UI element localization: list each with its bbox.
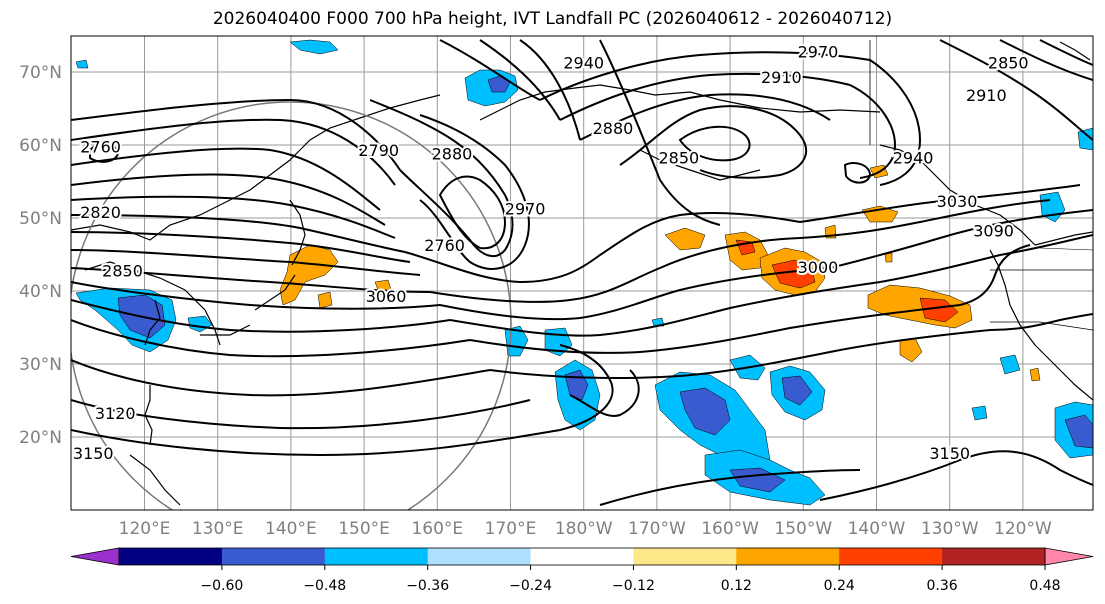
colorbar-tick-label: −0.36 (406, 578, 449, 594)
longitude-label: 140°W (848, 519, 906, 539)
contour-label: 3090 (973, 221, 1014, 240)
contour-label: 3120 (95, 404, 136, 423)
contour-label: 3150 (929, 444, 970, 463)
contour-label: 2910 (966, 86, 1007, 105)
colorbar-ticks: −0.60 −0.48 −0.36 −0.24 −0.12 0.12 0.24 0.36 0.4… (200, 565, 1061, 594)
colorbar-segment (633, 548, 737, 565)
colorbar-tick-label: 0.12 (721, 578, 752, 594)
contour-label: 3150 (73, 444, 114, 463)
colorbar-tick-label: 0.24 (824, 578, 855, 594)
contour-label: 2850 (102, 261, 143, 280)
colorbar-tick-label: −0.12 (612, 578, 655, 594)
map-frame (70, 35, 1094, 511)
contour-label: 2790 (358, 141, 399, 160)
contour-label: 2820 (80, 203, 121, 222)
colorbar-tick-label: 0.36 (927, 578, 958, 594)
colorbar-extend-high (1044, 547, 1094, 566)
colorbar-segment (119, 548, 223, 565)
latitude-label: 60°N (19, 136, 62, 156)
longitude-labels: 120°E 130°E 140°E 150°E 160°E 170°E 180°W 170°W… (119, 519, 1052, 539)
colorbar-segment (427, 548, 532, 565)
contour-label: 2850 (659, 148, 700, 167)
longitude-label: 120°E (119, 519, 171, 539)
colorbar-segment (839, 548, 943, 565)
longitude-label: 160°E (411, 519, 463, 539)
longitude-label: 130°E (192, 519, 244, 539)
latitude-label: 70°N (19, 63, 62, 83)
contour-label: 2910 (761, 68, 802, 87)
longitude-label: 160°W (701, 519, 759, 539)
coastlines (71, 40, 1093, 506)
colorbar-tick-label: 0.48 (1029, 578, 1060, 594)
contour-label: 2880 (432, 145, 473, 164)
longitude-label: 150°W (774, 519, 832, 539)
contour-label: 2850 (988, 53, 1029, 72)
contour-label: 3060 (366, 287, 407, 306)
contour-label: 2940 (893, 148, 934, 167)
contour-label: 2880 (593, 119, 634, 138)
latitude-label: 50°N (19, 209, 62, 229)
longitude-label: 140°E (265, 519, 317, 539)
contour-label: 2970 (798, 42, 839, 61)
latitude-label: 30°N (19, 355, 62, 375)
colorbar-segment (942, 548, 1046, 565)
latitude-label: 20°N (19, 428, 62, 448)
contour-label: 2940 (563, 53, 604, 72)
latitude-label: 40°N (19, 282, 62, 302)
plot-title: 2026040400 F000 700 hPa height, IVT Land… (212, 9, 893, 29)
contour-label: 2970 (505, 199, 546, 218)
reference-circle (71, 101, 512, 510)
contour-labels: 2760 2790 2820 2850 2880 2760 2970 3060 3120 3150… (71, 40, 1031, 464)
longitude-label: 150°E (338, 519, 390, 539)
longitude-label: 180°W (555, 519, 613, 539)
map-area: 2760 2790 2820 2850 2880 2760 2970 3060 3120 3150… (71, 36, 1093, 510)
longitude-label: 170°E (485, 519, 537, 539)
colorbar-segment (324, 548, 429, 565)
contour-label: 2760 (424, 236, 465, 255)
colorbar-tick-label: −0.60 (200, 578, 243, 594)
longitude-label: 170°W (628, 519, 686, 539)
colorbar-tick-label: −0.48 (303, 578, 346, 594)
colorbar-frame (118, 547, 1046, 566)
colorbar-segment (736, 548, 840, 565)
colorbar-extend-low (70, 547, 120, 566)
colorbar-tick-label: −0.24 (509, 578, 552, 594)
contour-label: 2760 (80, 137, 121, 156)
contour-label: 3000 (798, 258, 839, 277)
colorbar-segment (530, 548, 634, 565)
longitude-label: 130°W (921, 519, 979, 539)
height-contours (71, 39, 1093, 506)
longitude-label: 120°W (994, 519, 1052, 539)
latitude-labels: 70°N 60°N 50°N 40°N 30°N 20°N (19, 63, 62, 448)
colorbar-segment (221, 548, 326, 565)
colorbar (70, 547, 1094, 566)
contour-label: 3030 (937, 192, 978, 211)
